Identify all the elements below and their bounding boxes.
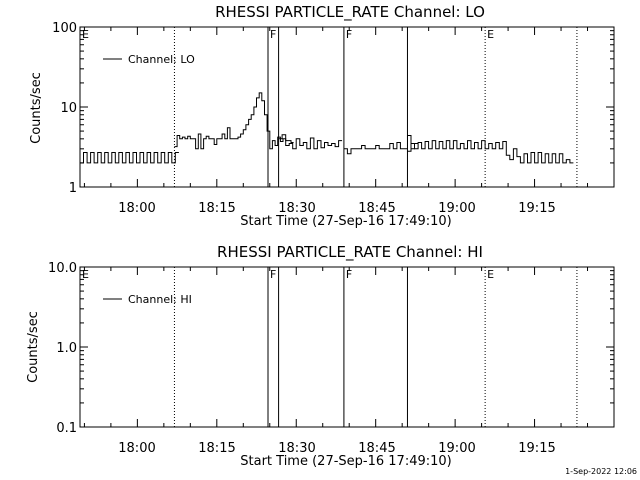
panel-lo-marker-label: F (270, 28, 276, 41)
panel-hi-xtick-1830: 18:30 (278, 441, 315, 456)
panel-hi-xlabel: Start Time (27-Sep-16 17:49:10) (240, 454, 451, 469)
panel-hi-xtick-1800: 18:00 (118, 441, 155, 456)
panel-lo-xtick-1845: 18:45 (358, 201, 395, 216)
panel-lo-series-line (407, 140, 574, 164)
panel-lo-ylabel: Counts/sec (29, 72, 44, 144)
panel-lo-xtick-1815: 18:15 (198, 201, 235, 216)
panel-hi-xtick-1845: 18:45 (358, 441, 395, 456)
panel-lo-series-line (80, 152, 179, 164)
footer-timestamp: 1-Sep-2022 12:06 (565, 467, 637, 476)
panel-lo-series (80, 92, 574, 164)
panel-lo-legend-label: Channel: LO (128, 53, 195, 66)
panel-lo-marker-label: F (346, 28, 352, 41)
panel-hi-frame (79, 266, 615, 428)
panel-lo-xtick-1915: 19:15 (518, 201, 555, 216)
panel-lo-xtick-1800: 18:00 (118, 201, 155, 216)
panel-hi-ylabel: Counts/sec (26, 311, 41, 383)
panel-lo-title: RHESSI PARTICLE_RATE Channel: LO (215, 3, 485, 22)
panel-hi-ytick-10: 10.0 (48, 261, 77, 276)
panel-hi-marker-label: F (270, 268, 276, 281)
panel-lo-frame (79, 26, 615, 188)
panel-lo-marker-label: E (487, 28, 494, 41)
panel-hi-ytick-1: 1.0 (56, 341, 77, 356)
panel-lo-ytick-100: 100 (52, 21, 77, 36)
panel-hi-xtick-1915: 19:15 (518, 441, 555, 456)
panel-lo-ytick-1: 1 (69, 181, 77, 196)
panel-hi-marker-label: E (487, 268, 494, 281)
panel-hi-legend-label: Channel: HI (128, 293, 192, 306)
panel-hi-marker-label: F (346, 268, 352, 281)
panel-hi-marker-label: E (82, 268, 89, 281)
panel-lo-ytick-10: 10 (60, 101, 77, 116)
panel-hi-title: RHESSI PARTICLE_RATE Channel: HI (217, 243, 483, 262)
panel-lo-series-line (174, 92, 294, 150)
panel-lo-xtick-1900: 19:00 (438, 201, 475, 216)
panel-hi-xtick-1815: 18:15 (198, 441, 235, 456)
panel-lo: RHESSI PARTICLE_RATE Channel: LO Counts/… (29, 3, 615, 229)
panel-hi-xtick-1900: 19:00 (438, 441, 475, 456)
panel-lo-xlabel: Start Time (27-Sep-16 17:49:10) (240, 214, 451, 229)
panel-lo-xtick-1830: 18:30 (278, 201, 315, 216)
panel-lo-series-line (278, 134, 343, 150)
panel-lo-marker-label: E (82, 28, 89, 41)
panel-hi: RHESSI PARTICLE_RATE Channel: HI Counts/… (26, 243, 615, 469)
panel-lo-series-line (343, 135, 419, 155)
panel-hi-ytick-01: 0.1 (56, 421, 77, 436)
panel-hi-axis-ticks (80, 267, 615, 428)
